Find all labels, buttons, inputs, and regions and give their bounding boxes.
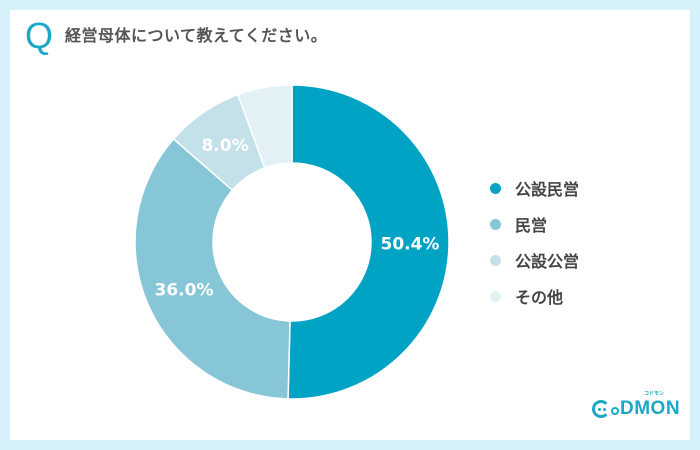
legend-item: 公設民営 — [490, 170, 579, 206]
logo-tagline: コドモン — [644, 391, 665, 397]
legend-dot-icon — [490, 254, 501, 266]
legend-item: 公設公営 — [490, 242, 579, 278]
legend-dot-icon — [490, 182, 501, 194]
donut-slice — [287, 84, 450, 400]
logo-text: DMON — [620, 398, 681, 419]
codmon-logo: コドモン DMON — [592, 391, 681, 420]
slice-value-label: 8.0% — [201, 136, 248, 156]
logo-face-icon — [592, 400, 610, 418]
legend-label: 民営 — [515, 216, 548, 235]
legend-dot-icon — [490, 290, 501, 302]
donut-slice — [236, 84, 293, 169]
slice-value-label: 50.4% — [380, 234, 439, 254]
legend-label: その他 — [515, 288, 564, 307]
logo-small-o-icon — [611, 407, 619, 415]
legend: 公設民営 民営 公設公営 その他 — [490, 170, 579, 314]
legend-label: 公設公営 — [515, 252, 580, 271]
legend-item: その他 — [490, 278, 579, 314]
legend-dot-icon — [490, 218, 501, 230]
question-marker: Q — [25, 15, 54, 56]
legend-label: 公設民営 — [515, 180, 580, 199]
slice-value-label: 36.0% — [155, 281, 214, 301]
donut-slices — [134, 84, 450, 400]
donut-slice — [134, 137, 291, 400]
question-title: 経営母体について教えてください。 — [65, 26, 328, 45]
legend-item: 民営 — [490, 206, 579, 242]
donut-value-labels: 50.4% 36.0% 8.0% — [155, 136, 440, 301]
